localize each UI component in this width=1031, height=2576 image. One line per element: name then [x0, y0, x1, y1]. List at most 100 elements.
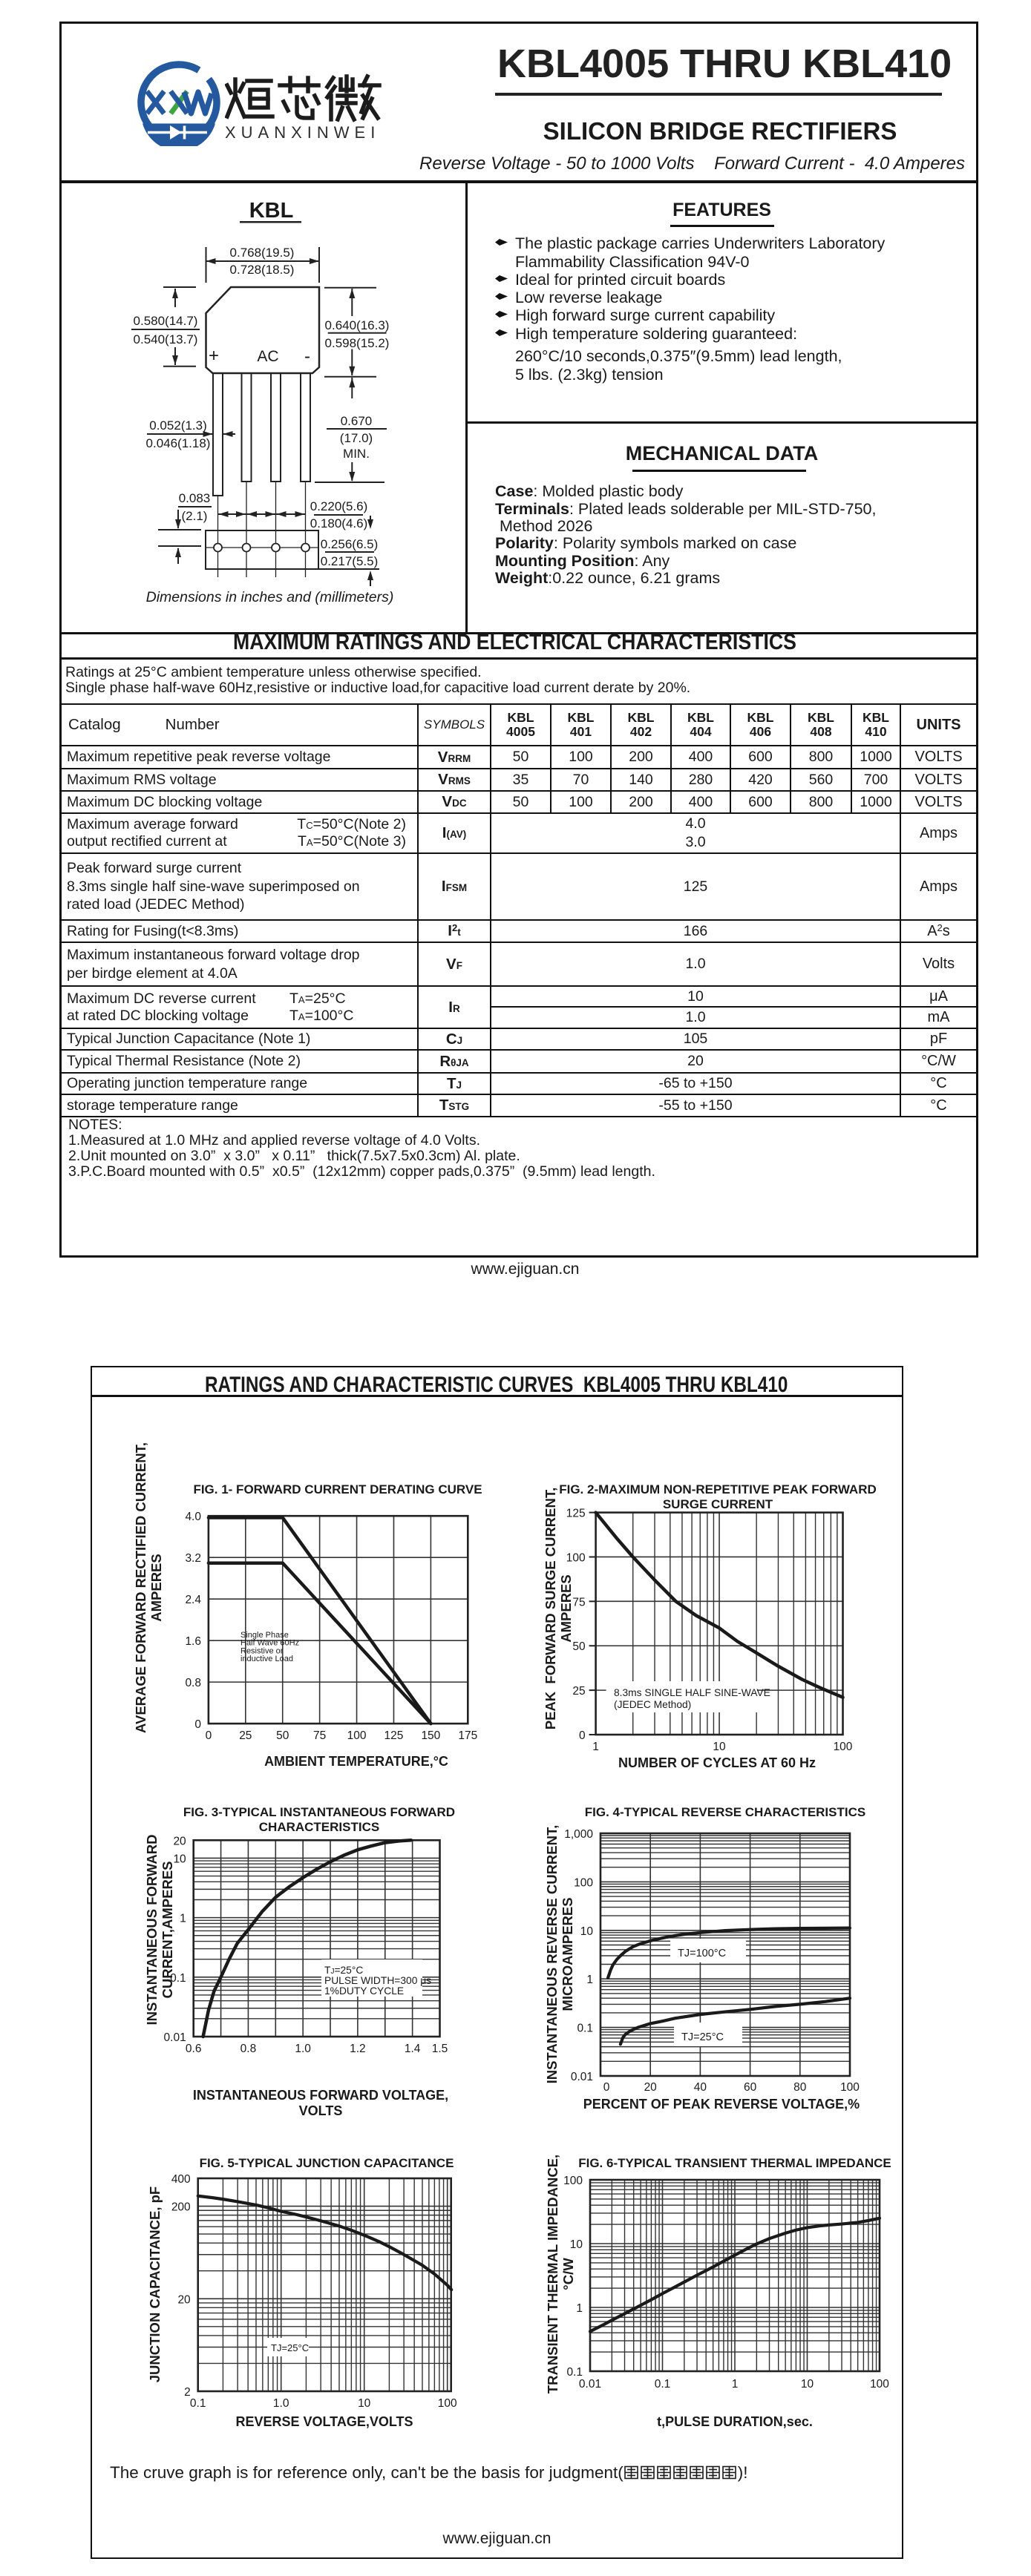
svg-text:INSTANTANEOUS FORWARD: INSTANTANEOUS FORWARD — [144, 1835, 160, 2025]
svg-text:FIG. 4-TYPICAL REVERSE CHARACT: FIG. 4-TYPICAL REVERSE CHARACTERISTICS — [585, 1805, 865, 1819]
svg-text:1: 1 — [592, 1741, 599, 1753]
svg-text:1: 1 — [732, 2378, 739, 2391]
svg-text:0.083: 0.083 — [179, 491, 211, 505]
svg-text:0.01: 0.01 — [164, 2031, 186, 2044]
svg-text:1.2: 1.2 — [350, 2043, 366, 2055]
svg-text:(2.1): (2.1) — [182, 509, 208, 523]
svg-text:1: 1 — [576, 2302, 583, 2315]
svg-text:AVERAGE FORWARD RECTIFIED CURR: AVERAGE FORWARD RECTIFIED CURRENT, — [133, 1442, 148, 1733]
svg-text:AMPERES: AMPERES — [558, 1574, 574, 1643]
svg-text:100: 100 — [834, 1741, 853, 1753]
svg-text:KBL: KBL — [249, 199, 294, 223]
svg-text:200: 200 — [171, 2201, 191, 2214]
svg-text:-: - — [304, 346, 310, 367]
svg-text:25: 25 — [572, 1685, 585, 1698]
svg-text:AMBIENT TEMPERATURE,°C: AMBIENT TEMPERATURE,°C — [264, 1754, 448, 1769]
svg-text:TRANSIENT THERMAL IMPEDANCE,: TRANSIENT THERMAL IMPEDANCE, — [545, 2155, 560, 2393]
svg-text:0.220(5.6): 0.220(5.6) — [310, 499, 368, 513]
svg-text:10: 10 — [580, 1925, 594, 1938]
svg-text:0.1: 0.1 — [655, 2378, 671, 2391]
svg-text:10: 10 — [713, 1741, 726, 1753]
svg-text:INSTANTANEOUS REVERSE CURRENT,: INSTANTANEOUS REVERSE CURRENT, — [544, 1825, 560, 2084]
svg-text:25: 25 — [239, 1729, 252, 1742]
svg-text:INSTANTANEOUS FORWARD VOLTAGE,: INSTANTANEOUS FORWARD VOLTAGE, — [193, 2088, 448, 2103]
svg-text:0.6: 0.6 — [186, 2043, 202, 2055]
svg-text:20: 20 — [644, 2081, 658, 2094]
svg-text:°C/W: °C/W — [560, 2258, 576, 2290]
svg-text:TJ=25°C: TJ=25°C — [271, 2342, 309, 2353]
svg-text:20: 20 — [173, 1835, 186, 1847]
svg-text:400: 400 — [171, 2173, 191, 2186]
svg-text:1.6: 1.6 — [185, 1635, 201, 1648]
svg-text:FIG. 2-MAXIMUM NON-REPETITIVE: FIG. 2-MAXIMUM NON-REPETITIVE PEAK FORWA… — [559, 1482, 877, 1496]
svg-text:20: 20 — [177, 2293, 191, 2306]
svg-text:TJ=25°C: TJ=25°C — [324, 1965, 363, 1976]
svg-text:CURRENT,AMPERES: CURRENT,AMPERES — [160, 1861, 175, 1998]
svg-text:1.0: 1.0 — [273, 2397, 289, 2410]
svg-text:NUMBER OF CYCLES AT 60 Hz: NUMBER OF CYCLES AT 60 Hz — [618, 1755, 816, 1770]
svg-text:0.598(15.2): 0.598(15.2) — [325, 336, 390, 350]
svg-text:0: 0 — [579, 1729, 586, 1742]
svg-text:0.768(19.5): 0.768(19.5) — [230, 246, 295, 260]
svg-text:0.180(4.6): 0.180(4.6) — [310, 516, 368, 530]
svg-text:(17.0): (17.0) — [340, 431, 373, 445]
svg-text:CHARACTERISTICS: CHARACTERISTICS — [259, 1820, 379, 1834]
svg-text:FIG. 6-TYPICAL TRANSIENT THERM: FIG. 6-TYPICAL TRANSIENT THERMAL IMPEDAN… — [578, 2156, 891, 2170]
svg-text:PERCENT OF PEAK REVERSE VOLTAG: PERCENT OF PEAK REVERSE VOLTAGE,% — [583, 2097, 860, 2112]
svg-text:REVERSE VOLTAGE,VOLTS: REVERSE VOLTAGE,VOLTS — [235, 2414, 413, 2429]
svg-text:0: 0 — [603, 2081, 610, 2094]
svg-text:0.217(5.5): 0.217(5.5) — [321, 554, 379, 568]
svg-text:50: 50 — [276, 1729, 289, 1742]
svg-text:10: 10 — [570, 2238, 583, 2251]
svg-text:0.540(13.7): 0.540(13.7) — [134, 332, 198, 346]
svg-text:0.8: 0.8 — [185, 1677, 201, 1689]
svg-text:40: 40 — [694, 2081, 707, 2094]
svg-text:SURGE CURRENT: SURGE CURRENT — [663, 1497, 773, 1511]
svg-text:10: 10 — [173, 1853, 186, 1865]
svg-text:0.1: 0.1 — [190, 2397, 206, 2410]
svg-text:Single Phase: Single Phase — [240, 1631, 289, 1640]
svg-text:FIG. 3-TYPICAL INSTANTANEOUS F: FIG. 3-TYPICAL INSTANTANEOUS FORWARD — [183, 1805, 455, 1819]
svg-text:0.01: 0.01 — [571, 2071, 593, 2083]
svg-text:PULSE WIDTH=300 μs: PULSE WIDTH=300 μs — [324, 1975, 431, 1986]
svg-text:AMPERES: AMPERES — [148, 1554, 164, 1622]
svg-text:1: 1 — [180, 1913, 186, 1925]
svg-text:0: 0 — [206, 1729, 212, 1742]
svg-text:t,PULSE DURATION,sec.: t,PULSE DURATION,sec. — [657, 2414, 813, 2429]
svg-text:4.0: 4.0 — [185, 1511, 201, 1523]
svg-text:Dimensions in inches and (mill: Dimensions in inches and (millimeters) — [146, 589, 394, 605]
svg-text:FIG. 1- FORWARD CURRENT DERATI: FIG. 1- FORWARD CURRENT DERATING CURVE — [193, 1482, 482, 1496]
svg-text:1.0: 1.0 — [295, 2043, 311, 2055]
svg-text:60: 60 — [744, 2081, 757, 2094]
svg-text:MIN.: MIN. — [343, 447, 370, 461]
svg-text:0.728(18.5): 0.728(18.5) — [230, 263, 295, 277]
svg-text:75: 75 — [572, 1596, 585, 1609]
svg-text:150: 150 — [421, 1729, 440, 1742]
svg-text:1: 1 — [586, 1974, 593, 1986]
svg-text:2.4: 2.4 — [185, 1594, 201, 1606]
svg-text:1,000: 1,000 — [564, 1828, 593, 1841]
svg-text:80: 80 — [793, 2081, 807, 2094]
svg-text:0.8: 0.8 — [240, 2043, 257, 2055]
svg-text:1.4: 1.4 — [405, 2043, 421, 2055]
svg-text:AC: AC — [257, 348, 278, 365]
svg-text:125: 125 — [566, 1508, 586, 1520]
svg-text:0.1: 0.1 — [566, 2366, 583, 2379]
svg-text:10: 10 — [358, 2397, 371, 2410]
svg-text:(JEDEC Method): (JEDEC Method) — [614, 1699, 691, 1710]
svg-text:0.670: 0.670 — [341, 414, 373, 428]
svg-text:100: 100 — [563, 2175, 583, 2187]
svg-text:100: 100 — [870, 2378, 889, 2391]
svg-text:1%DUTY CYCLE: 1%DUTY CYCLE — [324, 1985, 404, 1997]
svg-text:100: 100 — [566, 1551, 586, 1564]
svg-text:1.5: 1.5 — [432, 2043, 448, 2055]
svg-text:PEAK FORWARD SURGE CURRENT,: PEAK FORWARD SURGE CURRENT, — [543, 1488, 558, 1730]
svg-text:inductive Load: inductive Load — [240, 1655, 293, 1663]
svg-text:MICROAMPERES: MICROAMPERES — [560, 1897, 575, 2011]
svg-text:0.1: 0.1 — [170, 1972, 186, 1985]
svg-text:VOLTS: VOLTS — [299, 2103, 343, 2118]
svg-text:0.256(6.5): 0.256(6.5) — [321, 537, 379, 551]
svg-text:0.01: 0.01 — [579, 2378, 601, 2391]
svg-text:100: 100 — [574, 1876, 593, 1889]
svg-text:0: 0 — [194, 1718, 201, 1731]
